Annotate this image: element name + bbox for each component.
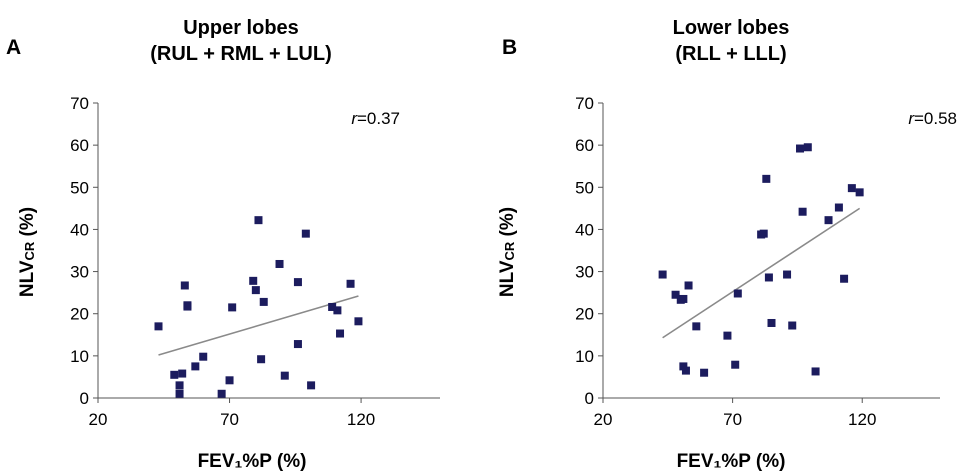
data-point (328, 302, 337, 311)
y-tick-label: 30 (70, 263, 89, 282)
correlation-annotation: r=0.58 (908, 109, 957, 128)
data-point (783, 270, 792, 279)
chart-title-line1: Upper lobes (183, 17, 299, 39)
data-point (679, 294, 688, 303)
data-point (671, 290, 680, 299)
data-point (796, 144, 805, 153)
y-tick-label: 20 (70, 305, 89, 324)
data-point (257, 355, 266, 364)
data-point (280, 371, 289, 380)
data-point (307, 381, 316, 390)
data-point (764, 273, 773, 282)
data-point (723, 331, 732, 340)
data-point (798, 207, 807, 216)
chart-title-line2: (RLL + LLL) (675, 43, 786, 65)
y-tick-label: 50 (70, 178, 89, 197)
data-point (824, 216, 833, 225)
chart-panel-a: Upper lobes (RUL + RML + LUL) A FEV₁%P (… (6, 17, 440, 472)
data-point (684, 281, 693, 290)
data-point (731, 360, 740, 369)
x-axis-label: FEV₁%P (%) (677, 451, 786, 472)
y-axis-label: NLVCR (%) (497, 207, 518, 297)
data-point (154, 322, 163, 331)
data-point (811, 367, 820, 376)
data-point (251, 286, 260, 295)
y-tick-label: 0 (80, 389, 89, 408)
y-tick-label: 10 (575, 347, 594, 366)
panel-label: B (502, 36, 517, 59)
data-point (170, 370, 179, 379)
y-tick-label: 20 (575, 305, 594, 324)
data-point (249, 276, 258, 285)
data-point (767, 318, 776, 327)
data-point (180, 281, 189, 290)
chart-title-line1: Lower lobes (673, 17, 790, 39)
data-point (658, 270, 667, 279)
y-tick-label: 70 (70, 94, 89, 113)
y-axis-label: NLVCR (%) (17, 207, 38, 297)
x-axis-label: FEV₁%P (%) (198, 451, 307, 472)
y-tick-label: 50 (575, 178, 594, 197)
data-point (228, 303, 237, 312)
data-point (254, 216, 263, 225)
data-point (293, 278, 302, 287)
y-tick-label: 40 (575, 220, 594, 239)
data-point (333, 306, 342, 315)
x-tick-label: 20 (594, 410, 613, 429)
x-tick-label: 120 (848, 410, 876, 429)
data-point (788, 321, 797, 330)
data-point (175, 389, 184, 398)
chart-title-line2: (RUL + RML + LUL) (150, 43, 331, 65)
data-point (175, 381, 184, 390)
data-point (803, 143, 812, 152)
x-tick-label: 70 (220, 410, 239, 429)
data-point (681, 366, 690, 375)
data-point (354, 317, 363, 326)
x-tick-label: 120 (347, 410, 375, 429)
data-point (293, 340, 302, 349)
data-point (700, 368, 709, 377)
trend-line (662, 207, 861, 339)
trend-line (158, 295, 359, 356)
data-point (178, 369, 187, 378)
data-point (855, 188, 864, 197)
y-tick-label: 0 (585, 389, 594, 408)
data-point (346, 279, 355, 288)
data-point (217, 389, 226, 398)
data-point (183, 302, 192, 311)
data-point (762, 174, 771, 183)
panel-label: A (6, 36, 21, 59)
data-point (225, 376, 234, 385)
data-point (692, 322, 701, 331)
data-point (679, 362, 688, 371)
y-tick-label: 30 (575, 263, 594, 282)
x-tick-label: 70 (723, 410, 742, 429)
data-point (733, 289, 742, 298)
data-point (259, 297, 268, 306)
data-point (191, 362, 200, 371)
y-tick-label: 10 (70, 347, 89, 366)
data-point (759, 229, 768, 238)
data-point (336, 329, 345, 338)
y-tick-label: 60 (70, 136, 89, 155)
y-tick-label: 60 (575, 136, 594, 155)
data-point (840, 274, 849, 283)
data-point (275, 259, 284, 268)
x-tick-label: 20 (89, 410, 108, 429)
data-point (847, 184, 856, 193)
data-point (834, 203, 843, 212)
data-point (301, 229, 310, 238)
data-point (199, 352, 208, 361)
chart-panel-b: Lower lobes (RLL + LLL) B FEV₁%P (%) NLV… (497, 17, 957, 472)
y-tick-label: 70 (575, 94, 594, 113)
correlation-annotation: r=0.37 (351, 109, 400, 128)
y-tick-label: 40 (70, 220, 89, 239)
